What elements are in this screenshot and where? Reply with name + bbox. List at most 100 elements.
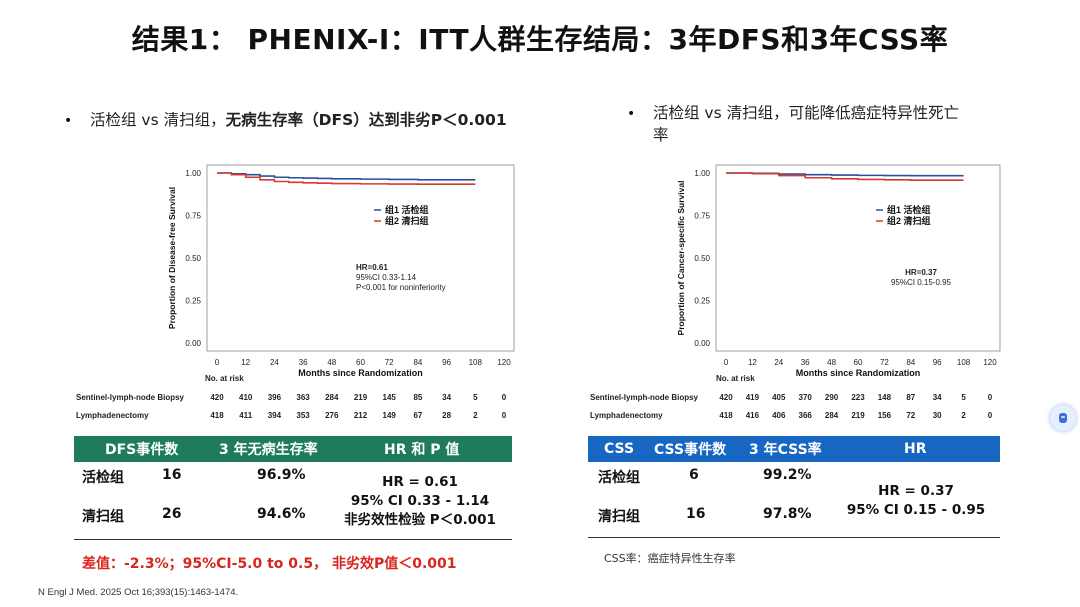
risk-count: 406 — [772, 411, 786, 420]
risk-count: 34 — [932, 393, 942, 402]
dfs-km-svg: 0.00 0.25 0.50 0.75 1.00 0 12 24 36 48 60 72 84 96 108… — [167, 164, 515, 378]
risk-count: 5 — [961, 393, 966, 402]
dfs-header-rate: 3 年无病生存率 — [219, 442, 318, 458]
x-tick-label: 60 — [854, 358, 863, 367]
bullet-dot: • — [64, 113, 73, 129]
css-header-css: CSS — [604, 441, 635, 457]
risk-count: 420 — [210, 393, 224, 402]
y-tick-label: 0.75 — [185, 212, 201, 221]
x-tick-label: 108 — [469, 358, 483, 367]
risk-count: 149 — [382, 411, 396, 420]
risk-count: 0 — [987, 393, 993, 402]
risk-count: 87 — [906, 393, 916, 402]
y-tick-label: 0.00 — [185, 339, 201, 348]
dfs-hr-line1: HR = 0.61 — [382, 474, 458, 490]
risk-count: 416 — [745, 411, 760, 420]
x-tick-label: 84 — [413, 358, 422, 367]
km-line-series-1 — [217, 172, 476, 181]
km-line-series-2 — [726, 172, 964, 181]
y-tick-label: 1.00 — [185, 169, 201, 178]
risk-count: 276 — [325, 411, 339, 420]
dfs-table-bottom-rule — [74, 539, 512, 540]
x-tick-label: 72 — [385, 358, 394, 367]
risk-count: 212 — [353, 411, 368, 420]
css-header-rate: 3 年CSS率 — [749, 442, 822, 458]
x-tick-label: 12 — [748, 358, 757, 367]
risk-count: 156 — [877, 411, 892, 420]
x-tick-label: 24 — [270, 358, 279, 367]
risk-count: 420 — [719, 393, 733, 402]
right-bullet-line2: 率 — [653, 126, 669, 144]
legend-label: 组2 清扫组 — [887, 215, 931, 226]
risk-count: 418 — [210, 411, 224, 420]
risk-count: 30 — [932, 411, 942, 420]
x-tick-label: 120 — [497, 358, 511, 367]
left-bullet: 活检组 vs 清扫组，无病生存率（DFS）达到非劣P＜0.001 — [90, 109, 507, 131]
risk-count: 396 — [267, 393, 282, 402]
risk-title: No. at risk — [716, 374, 755, 383]
dfs-km-chart: 0.00 0.25 0.50 0.75 1.00 0 12 24 36 48 60 72 84 96 108… — [140, 160, 520, 380]
dfs-row-dissection-group: 清扫组 — [82, 509, 124, 525]
km-line-series-2 — [217, 172, 476, 186]
legend-label: 组2 清扫组 — [385, 215, 429, 226]
css-row-biopsy-rate: 99.2% — [763, 467, 812, 483]
y-tick-label: 0.25 — [694, 297, 710, 306]
y-tick-label: 0.00 — [694, 339, 710, 348]
risk-count: 284 — [325, 393, 339, 402]
dfs-row-biopsy-group: 活检组 — [82, 470, 124, 486]
risk-label-dissection: Lymphadenectomy — [590, 411, 663, 420]
legend-label: 组1 活检组 — [385, 204, 429, 215]
x-tick-label: 48 — [827, 358, 836, 367]
x-tick-label: 96 — [442, 358, 451, 367]
risk-count: 0 — [987, 411, 993, 420]
floating-assistant-button[interactable] — [1050, 405, 1076, 431]
risk-title: No. at risk — [205, 374, 244, 383]
difference-line: 差值：-2.3%；95%CI-5.0 to 0.5， 非劣效P值＜0.001 — [82, 556, 457, 572]
dfs-row-dissection-rate: 94.6% — [257, 506, 306, 522]
css-hr-line2: 95% CI 0.15 - 0.95 — [846, 502, 986, 518]
bullet-dot: • — [627, 106, 636, 122]
risk-count: 290 — [824, 393, 839, 402]
legend-label: 组1 活检组 — [887, 204, 931, 215]
x-tick-label: 12 — [241, 358, 250, 367]
css-row-dissection-rate: 97.8% — [763, 506, 812, 522]
risk-count: 67 — [413, 411, 423, 420]
x-tick-label: 60 — [356, 358, 365, 367]
hr-annotation-line: P<0.001 for noninferiority — [356, 283, 446, 292]
risk-count: 34 — [442, 393, 452, 402]
css-header-hr: HR — [904, 441, 927, 457]
slide-title: 结果1： PHENIX-I：ITT人群生存结局：3年DFS和3年CSS率 — [131, 23, 949, 56]
dfs-hr-line2: 95% CI 0.33 - 1.14 — [350, 493, 490, 509]
x-tick-label: 24 — [774, 358, 783, 367]
plot-frame — [206, 164, 515, 352]
css-table-header: CSS CSS事件数 3 年CSS率 HR — [588, 436, 1000, 462]
css-risk-table: No. at risk Sentinel-lymph-node Biopsy L… — [0, 374, 1080, 424]
y-tick-label: 0.25 — [185, 297, 201, 306]
x-tick-label: 72 — [880, 358, 889, 367]
css-km-svg: 0.00 0.25 0.50 0.75 1.00 0 12 24 36 48 60 72 84 96 108… — [676, 164, 1001, 378]
risk-count: 148 — [877, 393, 892, 402]
css-hr-line1: HR = 0.37 — [878, 483, 954, 499]
risk-label-biopsy: Sentinel-lymph-node Biopsy — [76, 393, 185, 402]
x-tick-label: 84 — [906, 358, 915, 367]
hr-annotation-line: 95%CI 0.15-0.95 — [891, 278, 952, 287]
dfs-header-events: DFS事件数 — [105, 442, 179, 458]
dfs-table-header: DFS事件数 3 年无病生存率 HR 和 P 值 — [74, 436, 512, 462]
risk-label-biopsy: Sentinel-lymph-node Biopsy — [590, 393, 699, 402]
css-header-events: CSS事件数 — [654, 442, 727, 458]
risk-count: 370 — [798, 393, 812, 402]
y-axis-label: Proportion of Disease-free Survival — [167, 187, 177, 329]
hr-annotation-line: HR=0.37 — [905, 268, 937, 277]
risk-count: 410 — [239, 393, 253, 402]
x-axis-label: Months since Randomization — [298, 368, 423, 378]
dfs-hr-line3: 非劣效性检验 P＜0.001 — [344, 512, 496, 528]
risk-count: 394 — [267, 411, 282, 420]
risk-count: 0 — [501, 411, 507, 420]
y-tick-label: 1.00 — [694, 169, 710, 178]
risk-count: 418 — [719, 411, 733, 420]
x-tick-label: 108 — [957, 358, 971, 367]
x-tick-label: 48 — [327, 358, 336, 367]
risk-count: 411 — [239, 411, 253, 420]
y-tick-label: 0.75 — [694, 212, 710, 221]
risk-count: 28 — [442, 411, 452, 420]
